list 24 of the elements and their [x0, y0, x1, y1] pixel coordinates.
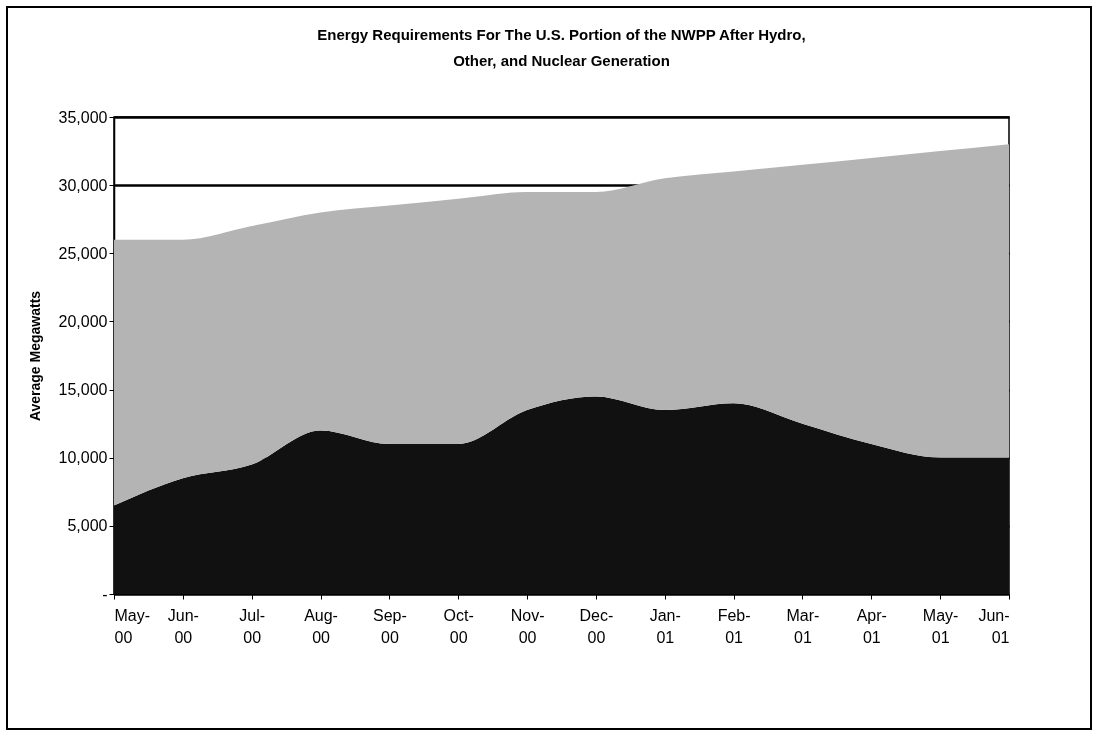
x-tick-label: Oct-00	[443, 606, 474, 646]
chart-title: Energy Requirements For The U.S. Portion of the NWPP After Hydro, Other, and Nuclear Generation	[317, 26, 806, 69]
x-tick-label: Jan-01	[649, 606, 681, 646]
x-tick-label: Sep-00	[372, 606, 407, 646]
y-tick-label: 25,000	[58, 244, 108, 262]
y-tick-label: 15,000	[58, 381, 108, 399]
x-tick-label: Jul-00	[239, 606, 266, 646]
x-tick-label: Jun-00	[167, 606, 199, 646]
x-tick-label: Nov-00	[510, 606, 545, 646]
x-tick-label: Aug-00	[304, 606, 338, 646]
x-tick-label: May-01	[922, 606, 959, 646]
x-tick-label: May-00	[114, 606, 151, 646]
y-tick-label: 5,000	[67, 517, 108, 535]
y-tick-label: 35,000	[58, 108, 108, 126]
x-tick-label: Jun-01	[978, 606, 1010, 646]
y-tick-label: 10,000	[58, 449, 108, 467]
y-tick-label: -	[102, 585, 108, 603]
y-axis-title: Average Megawatts	[26, 290, 43, 422]
x-tick-label: Apr-01	[856, 606, 887, 646]
x-tick-label: Mar-01	[786, 606, 820, 646]
y-tick-label: 30,000	[58, 176, 108, 194]
y-tick-label: 20,000	[58, 312, 108, 330]
x-tick-label: Feb-01	[717, 606, 751, 646]
x-tick-label: Dec-00	[579, 606, 614, 646]
